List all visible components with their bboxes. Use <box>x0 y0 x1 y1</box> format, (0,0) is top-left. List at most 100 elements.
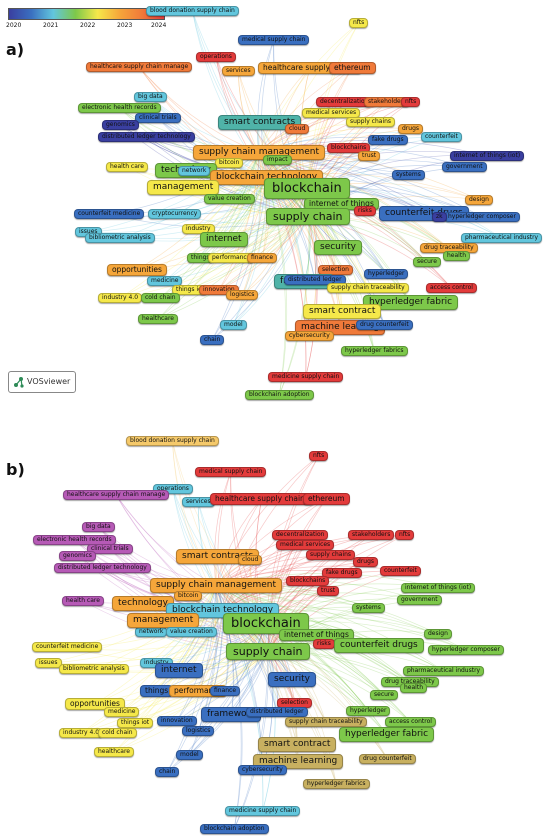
co-occurrence-link <box>267 534 372 652</box>
co-occurrence-link <box>136 152 260 271</box>
co-occurrence-link <box>267 554 331 652</box>
co-occurrence-link <box>237 70 260 153</box>
keyword-node: value creation <box>204 194 255 204</box>
keyword-node: cloud <box>238 555 263 565</box>
keyword-node: hyperledger composer <box>444 212 520 222</box>
co-occurrence-link <box>307 216 343 312</box>
keyword-node: design <box>465 195 493 205</box>
keyword-node: security <box>314 240 362 255</box>
vosviewer-label: VOSviewer <box>27 377 71 386</box>
co-occurrence-link <box>189 610 223 756</box>
keyword-node: decentralization <box>272 530 329 540</box>
co-occurrence-link <box>222 534 372 611</box>
keyword-node: healthcare <box>138 314 178 324</box>
keyword-node: supply chains <box>346 117 396 127</box>
keyword-node: distributed ledger technology <box>98 132 195 142</box>
keyword-node: blood donation supply chain <box>126 436 219 446</box>
keyword-node: health care <box>106 162 148 172</box>
co-occurrence-link <box>197 610 223 691</box>
keyword-node: cybersecurity <box>238 765 287 775</box>
keyword-node: supply chain <box>226 643 310 660</box>
keyword-node: stakeholders <box>348 530 395 540</box>
co-occurrence-link <box>189 188 308 291</box>
vosviewer-badge: VOSviewer <box>8 371 76 393</box>
keyword-node: medical supply chain <box>195 467 267 477</box>
keyword-node: chain <box>200 335 225 345</box>
keyword-node: fake drugs <box>322 568 362 578</box>
co-occurrence-link <box>192 10 260 153</box>
keyword-node: internet <box>200 232 248 247</box>
keyword-node: hyperledger fabrics <box>341 346 408 356</box>
keyword-node: hyperledger composer <box>428 645 504 655</box>
co-occurrence-link <box>217 471 232 611</box>
keyword-node: supply chains <box>306 550 356 560</box>
co-occurrence-link <box>267 651 298 745</box>
year-color-legend: 2020 2021 2022 2023 2024 <box>6 8 166 38</box>
keyword-node: chain <box>155 767 180 777</box>
keyword-node: counterfeit medicine <box>74 209 145 219</box>
co-occurrence-link <box>119 152 260 239</box>
keyword-node: distributed ledger <box>246 707 308 717</box>
keyword-node: medicine supply chain <box>268 372 344 382</box>
keyword-node: drugs <box>353 557 379 567</box>
keyword-node: medical services <box>276 540 335 550</box>
keyword-node: healthcare <box>94 747 134 757</box>
co-occurrence-link <box>172 440 217 586</box>
keyword-node: impact <box>263 155 292 165</box>
co-occurrence-link <box>218 188 308 291</box>
keyword-node: health <box>400 683 427 693</box>
keyword-node: healthcare supply chain manage <box>86 62 193 72</box>
keyword-node: industry <box>182 224 215 234</box>
keyword-node: internet of things (iot) <box>401 583 476 593</box>
keyword-node: drug counterfeit <box>356 320 413 330</box>
co-occurrence-link <box>94 585 217 705</box>
co-occurrence-link <box>258 67 311 153</box>
co-occurrence-link <box>215 498 327 586</box>
co-occurrence-link <box>200 177 267 259</box>
co-occurrence-link <box>305 216 317 378</box>
keyword-node: design <box>424 629 452 639</box>
keyword-node: risks <box>354 206 376 216</box>
keyword-node: blockchains <box>286 576 330 586</box>
keyword-node: hyperledger <box>364 269 409 279</box>
keyword-node: nfts <box>395 530 415 540</box>
co-occurrence-link <box>222 544 306 611</box>
keyword-node: zk <box>432 212 447 222</box>
co-occurrence-link <box>138 66 267 178</box>
keyword-node: smart contract <box>303 304 382 319</box>
co-occurrence-link <box>230 152 260 259</box>
keyword-node: supply chain traceability <box>285 717 367 727</box>
keyword-node: medical services <box>302 108 361 118</box>
co-occurrence-link <box>164 152 260 282</box>
co-occurrence-link <box>156 585 217 691</box>
keyword-node: cloud <box>285 124 310 134</box>
keyword-node: services <box>222 66 255 76</box>
keyword-node: access control <box>385 717 436 727</box>
co-occurrence-link <box>215 585 295 704</box>
keyword-node: finance <box>247 253 278 263</box>
keyword-node: bitcoin <box>215 158 244 168</box>
co-occurrence-link <box>119 216 308 299</box>
keyword-node: bibliometric analysis <box>59 664 129 674</box>
keyword-node: medicine <box>147 276 183 286</box>
co-occurrence-link <box>197 501 217 586</box>
keyword-node: drug counterfeit <box>359 754 416 764</box>
keyword-node: drugs <box>398 124 424 134</box>
keyword-node: operations <box>153 484 193 494</box>
co-occurrence-link <box>218 177 267 291</box>
keyword-node: supply chain management <box>150 578 283 593</box>
keyword-node: clinical trials <box>135 113 181 123</box>
co-occurrence-link <box>257 39 275 153</box>
co-occurrence-link <box>172 488 269 652</box>
co-occurrence-link <box>233 188 308 326</box>
keyword-node: counterfeit <box>421 132 462 142</box>
keyword-node: blockchain adoption <box>245 390 314 400</box>
keyword-node: selection <box>318 265 353 275</box>
co-occurrence-link <box>267 544 306 652</box>
keyword-node: network <box>178 166 211 176</box>
keyword-node: internet <box>155 663 203 678</box>
keyword-node: value creation <box>166 627 217 637</box>
keyword-node: secure <box>413 257 441 267</box>
keyword-node: bibliometric analysis <box>85 233 155 243</box>
co-occurrence-link <box>215 56 260 153</box>
